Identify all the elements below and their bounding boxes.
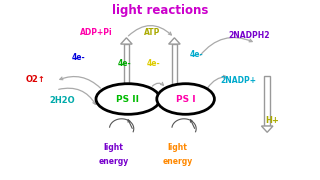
FancyArrowPatch shape xyxy=(59,88,96,104)
Polygon shape xyxy=(124,44,129,84)
Text: 4e-: 4e- xyxy=(147,58,160,68)
Text: light reactions: light reactions xyxy=(112,4,208,17)
Text: H+: H+ xyxy=(265,116,279,125)
FancyArrowPatch shape xyxy=(60,76,100,88)
FancyArrowPatch shape xyxy=(128,26,172,36)
FancyArrowPatch shape xyxy=(152,82,164,86)
Text: 2H2O: 2H2O xyxy=(50,96,75,105)
Text: light: light xyxy=(168,143,188,152)
Text: energy: energy xyxy=(163,158,193,166)
Ellipse shape xyxy=(157,84,214,114)
FancyArrowPatch shape xyxy=(190,120,195,129)
Text: O2↑: O2↑ xyxy=(25,75,45,84)
Ellipse shape xyxy=(96,84,160,114)
Text: PS I: PS I xyxy=(176,94,196,103)
Text: 4e-: 4e- xyxy=(190,50,204,59)
Text: 2NADP+: 2NADP+ xyxy=(220,76,256,86)
Polygon shape xyxy=(264,76,270,126)
Text: light: light xyxy=(104,143,124,152)
FancyArrowPatch shape xyxy=(208,75,226,88)
FancyArrowPatch shape xyxy=(200,37,252,55)
Polygon shape xyxy=(261,126,273,132)
Text: 4e-: 4e- xyxy=(72,53,85,62)
Text: PS II: PS II xyxy=(116,94,140,103)
Text: ADP+Pi: ADP+Pi xyxy=(80,28,112,37)
Text: 2NADPH2: 2NADPH2 xyxy=(229,31,270,40)
Text: 4e-: 4e- xyxy=(118,58,132,68)
Text: energy: energy xyxy=(99,158,129,166)
Polygon shape xyxy=(169,38,180,44)
Text: ATP: ATP xyxy=(144,28,160,37)
FancyArrowPatch shape xyxy=(128,120,132,129)
Polygon shape xyxy=(172,44,177,84)
Polygon shape xyxy=(121,38,132,44)
